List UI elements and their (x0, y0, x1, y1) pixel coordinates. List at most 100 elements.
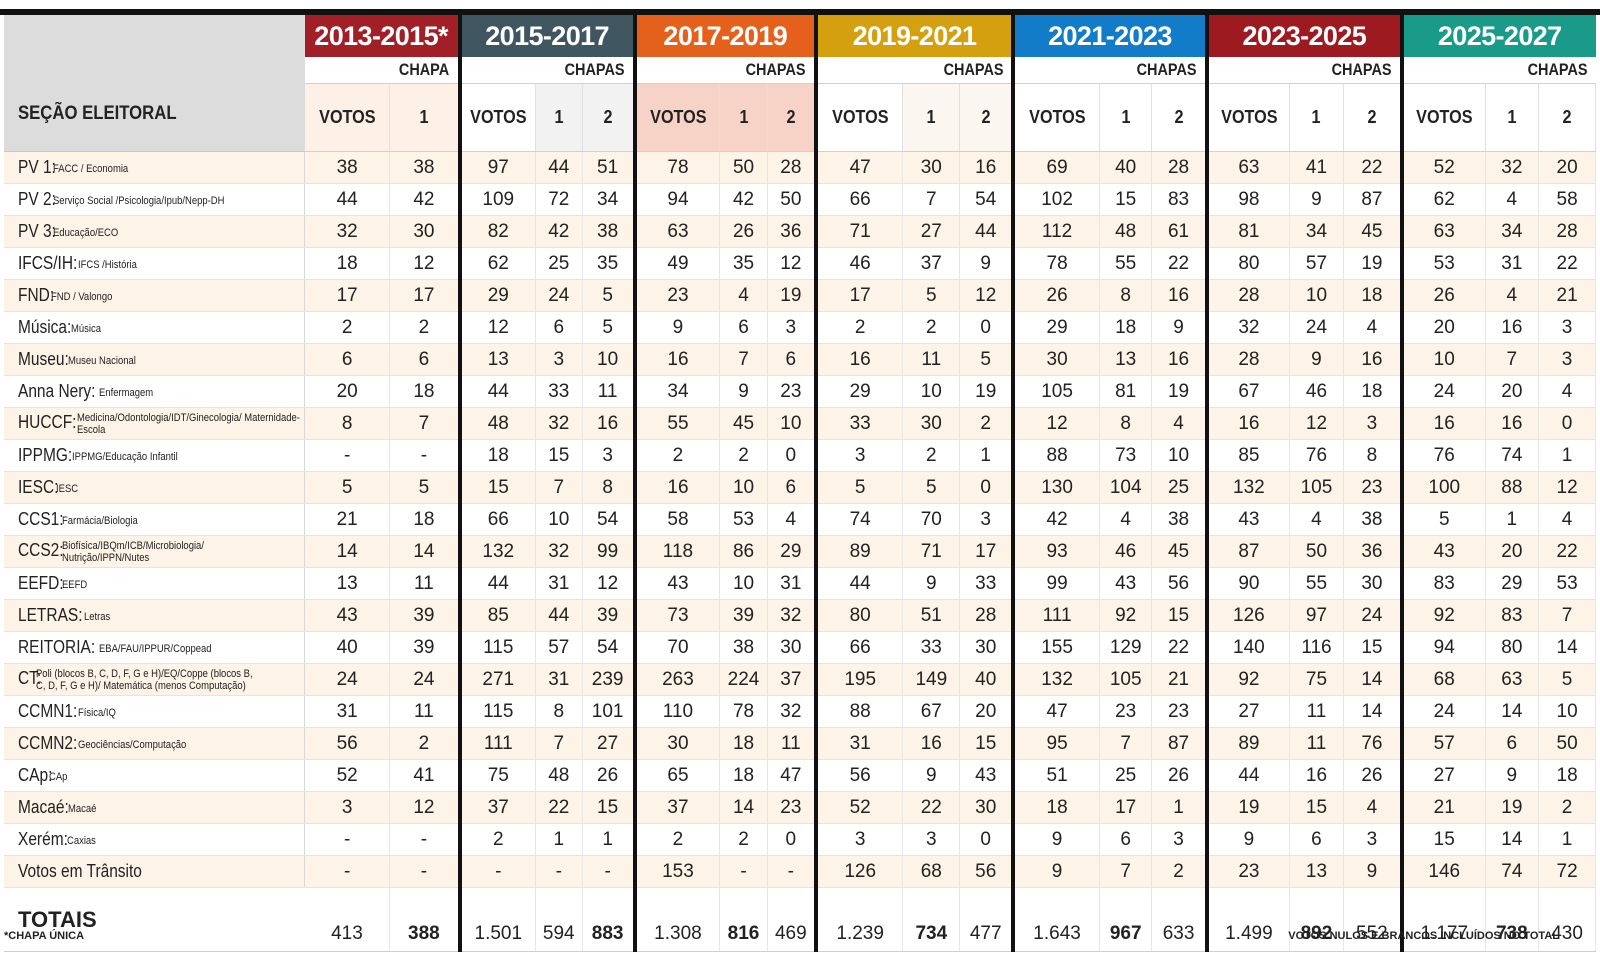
section-cell: Xerém:Caxias (4, 823, 306, 856)
value-cell: 153 (632, 855, 721, 888)
value-cell: 6 (389, 343, 461, 376)
value-cell: 0 (767, 439, 817, 472)
value-cell: 97 (457, 151, 536, 184)
value-cell: 9 (1343, 855, 1403, 888)
column-subheader-label: 1 (419, 107, 429, 127)
total-cell: 967 (1099, 887, 1153, 952)
value-cell: 10 (1151, 439, 1208, 472)
value-cell: 55 (1099, 247, 1153, 280)
value-cell: 2 (1538, 791, 1596, 824)
value-cell: 31 (813, 727, 904, 760)
value-cell: 36 (767, 215, 817, 248)
value-cell: 11 (389, 695, 461, 728)
value-cell: 5 (304, 471, 391, 504)
chapa-header-blank (1204, 57, 1290, 84)
section-description: CAp (49, 770, 68, 783)
value-cell: 38 (389, 151, 461, 184)
value-cell: 24 (1400, 375, 1486, 408)
total-cell: 738 (1485, 887, 1540, 952)
value-cell: 18 (1343, 279, 1403, 312)
chapa-header: CHAPAS (1289, 57, 1402, 84)
value-cell: 63 (1485, 663, 1540, 696)
section-cell: Votos em Trânsito (4, 855, 306, 888)
column-subheader: 1 (902, 83, 961, 152)
value-cell: 3 (813, 439, 904, 472)
value-cell: 33 (902, 631, 961, 664)
value-cell: 18 (389, 375, 461, 408)
total-cell: 816 (719, 887, 768, 952)
value-cell: 42 (1011, 503, 1100, 536)
value-cell: 30 (959, 791, 1014, 824)
value-cell: 1 (582, 823, 636, 856)
column-subheader-label: 2 (603, 107, 613, 127)
chapa-header: CHAPAS (902, 57, 1014, 84)
value-cell: 52 (1400, 151, 1486, 184)
value-cell: - (457, 855, 536, 888)
value-cell: 40 (304, 631, 391, 664)
value-cell: 63 (632, 215, 721, 248)
value-cell: 30 (632, 727, 721, 760)
value-cell: 23 (1204, 855, 1291, 888)
value-cell: 50 (1538, 727, 1596, 760)
total-cell: 734 (902, 887, 961, 952)
value-cell: 109 (457, 183, 536, 216)
value-cell: 19 (1485, 791, 1540, 824)
period-header: 2015-2017 (457, 15, 635, 57)
value-cell: 39 (582, 599, 636, 632)
value-cell: 80 (1204, 247, 1291, 280)
value-cell: 112 (1011, 215, 1100, 248)
section-description: EEFD (62, 578, 88, 591)
column-subheader-label: VOTOS (318, 107, 376, 127)
value-cell: 44 (457, 375, 536, 408)
value-cell: 7 (1538, 599, 1596, 632)
value-cell: 31 (304, 695, 391, 728)
value-cell: 49 (632, 247, 721, 280)
value-cell: 3 (304, 791, 391, 824)
value-cell: 18 (1538, 759, 1596, 792)
value-cell: 68 (1400, 663, 1486, 696)
value-cell: 67 (1204, 375, 1291, 408)
value-cell: 6 (767, 471, 817, 504)
value-cell: 15 (1343, 631, 1403, 664)
value-cell: 44 (959, 215, 1014, 248)
value-cell: 14 (1485, 695, 1540, 728)
value-cell: 30 (767, 631, 817, 664)
table-row: PV 2:Serviço Social /Psicologia/Ipub/Nep… (4, 183, 1596, 216)
value-cell: 14 (1485, 823, 1540, 856)
value-cell: 3 (1538, 343, 1596, 376)
value-cell: 57 (535, 631, 583, 664)
value-cell: 16 (959, 151, 1014, 184)
value-cell: 14 (719, 791, 768, 824)
value-cell: 50 (719, 151, 768, 184)
value-cell: 5 (902, 471, 961, 504)
table-row: CAp:CAp 52 41 75 48 26 65 18 47 56 9 43 51 25 26 44 16 26… (4, 759, 1596, 792)
value-cell: 4 (767, 503, 817, 536)
value-cell: 3 (959, 503, 1014, 536)
value-cell: 44 (304, 183, 391, 216)
value-cell: 7 (535, 471, 583, 504)
value-cell: 14 (1343, 663, 1403, 696)
value-cell: 47 (1011, 695, 1100, 728)
value-cell: 78 (719, 695, 768, 728)
value-cell: 17 (1099, 791, 1153, 824)
value-cell: 23 (632, 279, 721, 312)
value-cell: 8 (535, 695, 583, 728)
section-name: FND: (18, 285, 55, 305)
value-cell: 15 (1099, 183, 1153, 216)
section-cell: IPPMG:IPPMG/Educação Infantil (4, 439, 306, 472)
value-cell: 56 (304, 727, 391, 760)
value-cell: 6 (304, 343, 391, 376)
column-subheader-label: VOTOS (1416, 107, 1473, 127)
value-cell: 71 (902, 535, 961, 568)
section-cell: CCS2:Biofísica/IBQm/ICB/Microbiologia/ N… (4, 535, 306, 568)
table-row: FND:FND / Valongo 17 17 29 24 5 23 4 19 17 5 12 26 8 1… (4, 279, 1596, 312)
value-cell: 0 (959, 311, 1014, 344)
value-cell: 126 (813, 855, 904, 888)
column-subheader-label: 1 (554, 107, 564, 127)
value-cell: 45 (719, 407, 768, 440)
value-cell: 14 (1343, 695, 1403, 728)
value-cell: 66 (813, 631, 904, 664)
value-cell: 44 (535, 151, 583, 184)
value-cell: 9 (902, 759, 961, 792)
value-cell: 10 (582, 343, 636, 376)
